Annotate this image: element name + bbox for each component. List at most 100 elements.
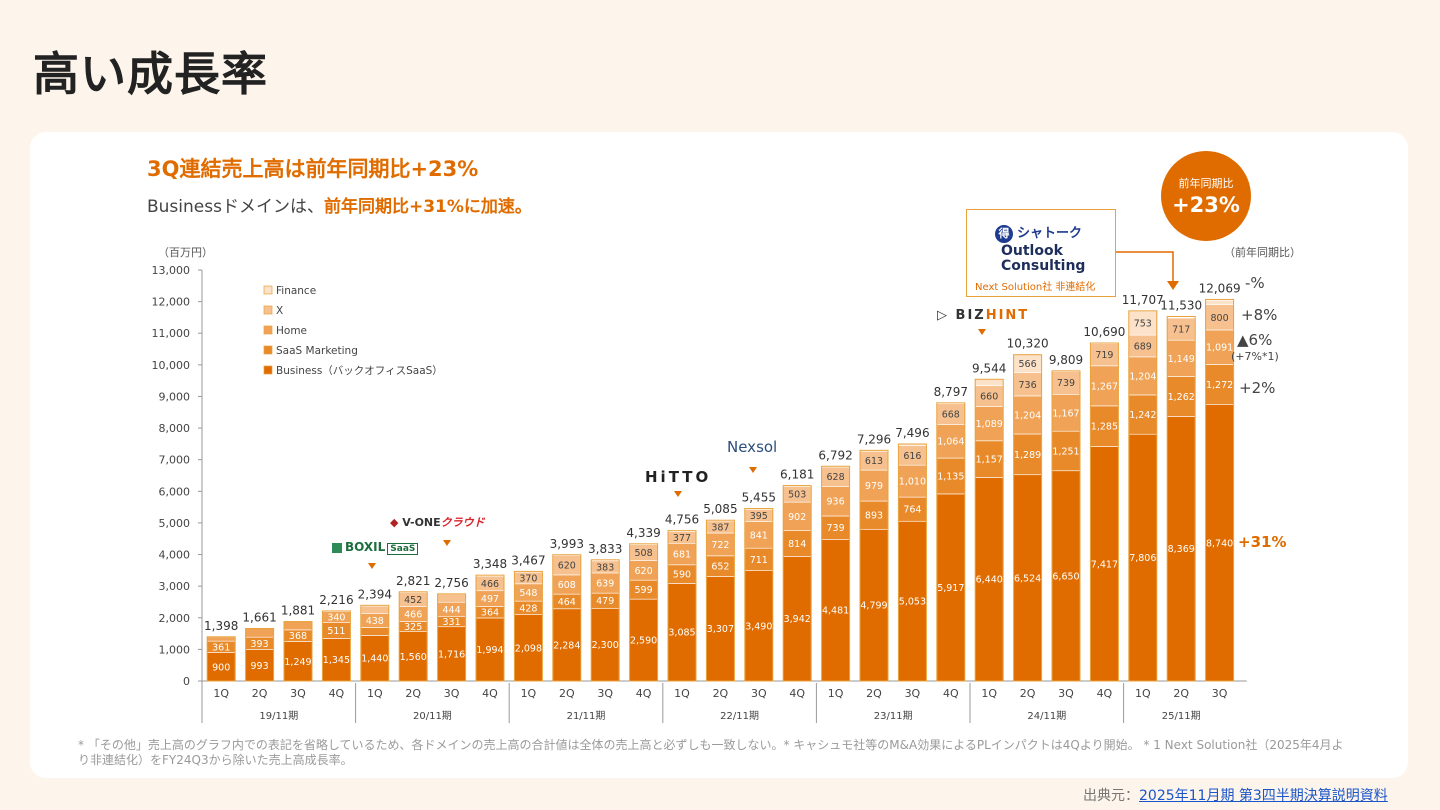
segment-label: 900 bbox=[212, 662, 230, 673]
bar-total-label: 2,216 bbox=[319, 593, 353, 607]
bar-segment bbox=[974, 378, 1004, 386]
bar-segment bbox=[475, 617, 505, 682]
badge-value: +23% bbox=[1172, 193, 1240, 217]
segment-label: 1,994 bbox=[476, 645, 503, 656]
yoy-home: ▲6% bbox=[1237, 331, 1273, 349]
segment-label: 1,242 bbox=[1129, 410, 1156, 421]
legend-swatch bbox=[263, 345, 273, 355]
y-tick-label: 5,000 bbox=[159, 517, 191, 530]
legend-swatch bbox=[263, 285, 273, 295]
segment-label: 717 bbox=[1172, 324, 1190, 335]
segment-label: 497 bbox=[481, 594, 499, 605]
bar-outline bbox=[936, 402, 966, 682]
yoy-header: （前年同期比） bbox=[1224, 246, 1301, 259]
bar-segment bbox=[974, 477, 1004, 682]
segment-label: 1,345 bbox=[323, 655, 350, 666]
source-link[interactable]: 2025年11月期 第3四半期決算説明資料 bbox=[1139, 788, 1388, 804]
y-tick-label: 7,000 bbox=[159, 454, 191, 467]
hitto-marker-icon bbox=[674, 491, 682, 497]
yoy-finance: -% bbox=[1245, 274, 1265, 292]
bar-total-label: 9,809 bbox=[1049, 353, 1083, 367]
bar-segment bbox=[245, 649, 274, 682]
segment-label: 739 bbox=[827, 523, 845, 534]
segment-label: 668 bbox=[942, 409, 960, 420]
badge-label: 前年同期比 bbox=[1178, 177, 1234, 190]
segment-label: 428 bbox=[519, 603, 537, 614]
x-tick-label: 4Q bbox=[943, 687, 959, 700]
acquisition-box: 得シャトーク Outlook Consulting Next Solution社 … bbox=[966, 209, 1116, 297]
segment-label: 1,157 bbox=[976, 455, 1003, 466]
segment-label: 1,251 bbox=[1052, 446, 1079, 457]
segment-label: 764 bbox=[903, 505, 921, 516]
bar-outline bbox=[782, 485, 812, 682]
segment-label: 616 bbox=[903, 451, 921, 462]
x-tick-label: 3Q bbox=[1058, 687, 1074, 700]
y-tick-label: 12,000 bbox=[152, 296, 191, 309]
segment-label: 7,806 bbox=[1129, 553, 1156, 564]
segment-label: 8,740 bbox=[1206, 538, 1233, 549]
segment-label: 628 bbox=[827, 472, 845, 483]
legend-swatch bbox=[263, 305, 273, 315]
segment-label: 1,064 bbox=[937, 437, 964, 448]
x-tick-label: 4Q bbox=[329, 687, 345, 700]
segment-label: 739 bbox=[1057, 378, 1075, 389]
vone-cloud-text: クラウド bbox=[440, 516, 485, 529]
x-tick-label: 1Q bbox=[674, 687, 690, 700]
bar-outline bbox=[897, 443, 927, 682]
segment-label: 2,590 bbox=[630, 636, 657, 647]
segment-label: 8,369 bbox=[1168, 544, 1195, 555]
outlook-line1: Outlook bbox=[1001, 243, 1063, 259]
bar-outline bbox=[283, 621, 313, 682]
bar-total-label: 10,690 bbox=[1083, 325, 1125, 339]
bar-outline bbox=[360, 604, 390, 682]
group-label: 20/11期 bbox=[413, 710, 452, 722]
segment-label: 368 bbox=[289, 631, 307, 642]
bar-segment bbox=[898, 520, 927, 682]
x-tick-label: 3Q bbox=[290, 687, 306, 700]
segment-label: 466 bbox=[404, 610, 422, 621]
legend-swatch bbox=[263, 325, 273, 335]
outlook-consulting-logo: Outlook Consulting bbox=[1001, 244, 1085, 274]
segment-label: 464 bbox=[558, 597, 576, 608]
segment-label: 893 bbox=[865, 511, 883, 522]
segment-label: 452 bbox=[404, 595, 422, 606]
segment-label: 466 bbox=[481, 579, 499, 590]
bar-outline bbox=[245, 627, 275, 682]
x-tick-label: 2Q bbox=[405, 687, 421, 700]
segment-label: 1,149 bbox=[1168, 354, 1195, 365]
bar-total-label: 2,821 bbox=[396, 574, 430, 588]
bizhint-biz-text: BIZ bbox=[955, 308, 986, 323]
segment-label: 1,091 bbox=[1206, 343, 1233, 354]
bar-segment bbox=[1166, 339, 1196, 377]
group-label: 23/11期 bbox=[874, 710, 913, 722]
bar-segment bbox=[859, 528, 889, 682]
segment-label: 613 bbox=[865, 456, 883, 467]
bar-outline bbox=[475, 574, 505, 682]
bar-outline bbox=[513, 570, 543, 682]
segment-label: 438 bbox=[366, 616, 384, 627]
segment-label: 3,307 bbox=[707, 624, 734, 635]
bar-total-label: 3,348 bbox=[473, 557, 507, 571]
bar-segment bbox=[360, 627, 390, 636]
y-tick-label: 0 bbox=[183, 675, 190, 688]
bar-outline bbox=[705, 519, 735, 682]
segment-label: 5,053 bbox=[899, 597, 926, 608]
bar-segment bbox=[1205, 329, 1234, 365]
bar-segment bbox=[398, 631, 428, 682]
segment-label: 1,249 bbox=[284, 657, 311, 668]
bar-segment bbox=[898, 496, 927, 522]
segment-label: 6,440 bbox=[976, 575, 1003, 586]
segment-label: 711 bbox=[750, 555, 768, 566]
bar-segment bbox=[974, 406, 1004, 442]
bar-segment bbox=[322, 638, 351, 682]
segment-label: 1,285 bbox=[1091, 422, 1118, 433]
segment-label: 722 bbox=[711, 540, 729, 551]
segment-label: 800 bbox=[1211, 313, 1229, 324]
segment-label: 377 bbox=[673, 533, 691, 544]
bar-outline bbox=[1013, 354, 1043, 682]
bar-outline bbox=[206, 636, 236, 682]
shakumo-logo: 得シャトーク bbox=[995, 222, 1082, 243]
bar-total-label: 4,756 bbox=[665, 513, 699, 527]
bar-outline bbox=[437, 593, 467, 682]
bar-segment bbox=[936, 424, 966, 459]
